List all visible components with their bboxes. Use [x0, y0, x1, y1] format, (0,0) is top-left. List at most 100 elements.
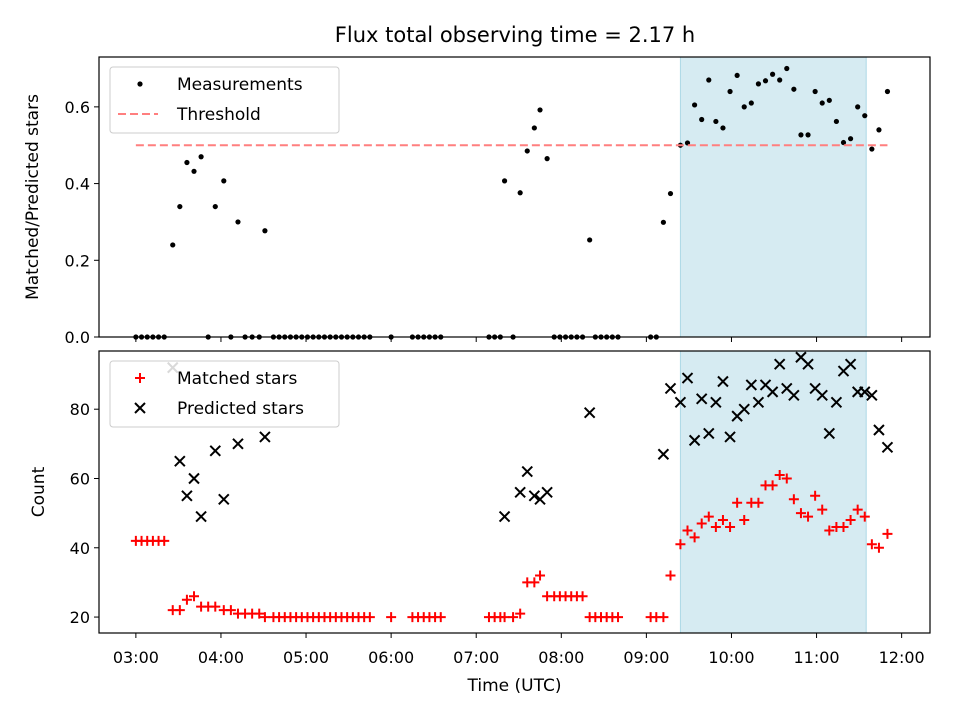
predicted-star-point: [873, 424, 885, 436]
x-axis-label: Time (UTC): [467, 676, 562, 696]
predicted-star-point: [752, 396, 765, 408]
matched-star-point: [658, 612, 669, 623]
measurement-point: [805, 132, 811, 138]
matched-star-point: [732, 497, 743, 508]
matched-star-point: [838, 521, 849, 532]
matched-star-point: [613, 612, 624, 623]
predicted-star-point: [181, 490, 193, 502]
predicted-star-point: [674, 396, 687, 408]
predicted-star-point: [232, 438, 244, 450]
matched-star-point: [788, 494, 799, 505]
predicted-star-point: [710, 396, 722, 408]
matched-star-point: [710, 521, 721, 532]
x-tick-label: 09:00: [623, 648, 669, 667]
measurement-point: [840, 139, 847, 146]
matched-star-point: [882, 528, 893, 539]
measurement-point: [884, 88, 891, 95]
measurement-point: [501, 178, 508, 184]
matched-star-point: [682, 525, 693, 536]
predicted-star-point: [218, 493, 230, 505]
matched-star-point: [873, 542, 884, 553]
matched-star-point: [866, 539, 877, 550]
measurement-point: [791, 86, 797, 92]
matched-star-point: [529, 577, 540, 588]
legend-box: [109, 360, 340, 428]
measurement-point: [537, 107, 543, 113]
x-tick-label: 12:00: [879, 648, 925, 667]
measurement-point: [748, 100, 754, 106]
measurement-point: [184, 159, 190, 166]
predicted-star-point: [802, 358, 814, 370]
legend-marker-predicted: [134, 402, 146, 414]
chart-title: Flux total observing time = 2.17 h: [335, 23, 695, 47]
measurement-point: [847, 136, 854, 142]
legend-marker-measurements: [137, 81, 143, 87]
matched-star-point: [725, 521, 736, 532]
predicted-star-point: [823, 427, 836, 440]
measurement-point: [517, 190, 523, 196]
x-tick-label: 11:00: [793, 648, 839, 667]
matched-star-point: [225, 605, 236, 616]
predicted-star-point: [816, 389, 828, 402]
predicted-star-point: [681, 372, 694, 384]
measurement-point: [734, 72, 740, 79]
predicted-star-point: [195, 510, 207, 523]
measurement-point: [170, 242, 176, 248]
measurement-point: [531, 125, 537, 131]
measurement-point: [235, 219, 241, 225]
y-tick-label: 0.6: [65, 98, 90, 117]
matched-star-point: [803, 511, 814, 522]
predicted-star-point: [498, 510, 511, 523]
matched-star-point: [210, 601, 221, 612]
matched-star-point: [675, 539, 686, 550]
x-tick-label: 03:00: [113, 648, 159, 667]
matched-star-point: [817, 504, 828, 515]
matched-star-point: [824, 525, 835, 536]
measurement-point: [699, 116, 705, 123]
plot-frame: [98, 56, 931, 338]
predicted-star-point: [738, 403, 750, 415]
matched-star-point: [577, 591, 588, 602]
plot-frame: [98, 350, 931, 634]
matched-star-point: [810, 490, 821, 501]
matched-star-point: [535, 570, 546, 581]
panel-top: 0.0 0.2 0.4 0.6 Matched/Predicted stars Measu…: [23, 56, 931, 347]
panel-bottom: 03:00 04:00 05:00 06:00 07:00 08:00 09:00 10:00…: [29, 350, 931, 696]
measurement-point: [706, 77, 712, 83]
matched-star-point: [386, 612, 397, 623]
predicted-star-point: [859, 386, 871, 398]
matched-star-point: [767, 480, 778, 491]
matched-star-point: [435, 612, 446, 623]
legend-box: [109, 66, 340, 134]
matched-star-point: [189, 591, 200, 602]
matched-star-point: [852, 504, 863, 515]
measurement-point: [587, 237, 593, 243]
predicted-star-point: [745, 379, 758, 391]
matched-star-point: [859, 511, 870, 522]
predicted-star-point: [541, 486, 553, 499]
matched-star-point: [499, 612, 510, 623]
measurement-point: [191, 168, 197, 174]
measurement-point: [869, 146, 875, 152]
measurement-point: [212, 203, 218, 210]
measurement-point: [684, 140, 691, 146]
measurement-point: [819, 100, 825, 106]
predicted-star-point: [717, 375, 729, 388]
legend-label: Threshold: [176, 105, 261, 125]
legend-label: Matched stars: [177, 369, 297, 389]
matched-star-point: [254, 608, 265, 619]
measurement-point: [762, 78, 769, 84]
measurement-point: [713, 118, 719, 125]
y-tick-label: 0.4: [65, 175, 90, 194]
matched-star-point: [795, 508, 806, 519]
predicted-star-point: [788, 389, 800, 402]
measurement-point: [777, 77, 783, 83]
y-tick-label: 0.2: [65, 251, 90, 270]
matched-star-point: [689, 532, 700, 543]
measurement-point: [833, 118, 840, 125]
predicted-star-point: [688, 434, 701, 447]
y-axis-label: Count: [29, 466, 49, 517]
y-tick-label: 80: [70, 400, 90, 419]
